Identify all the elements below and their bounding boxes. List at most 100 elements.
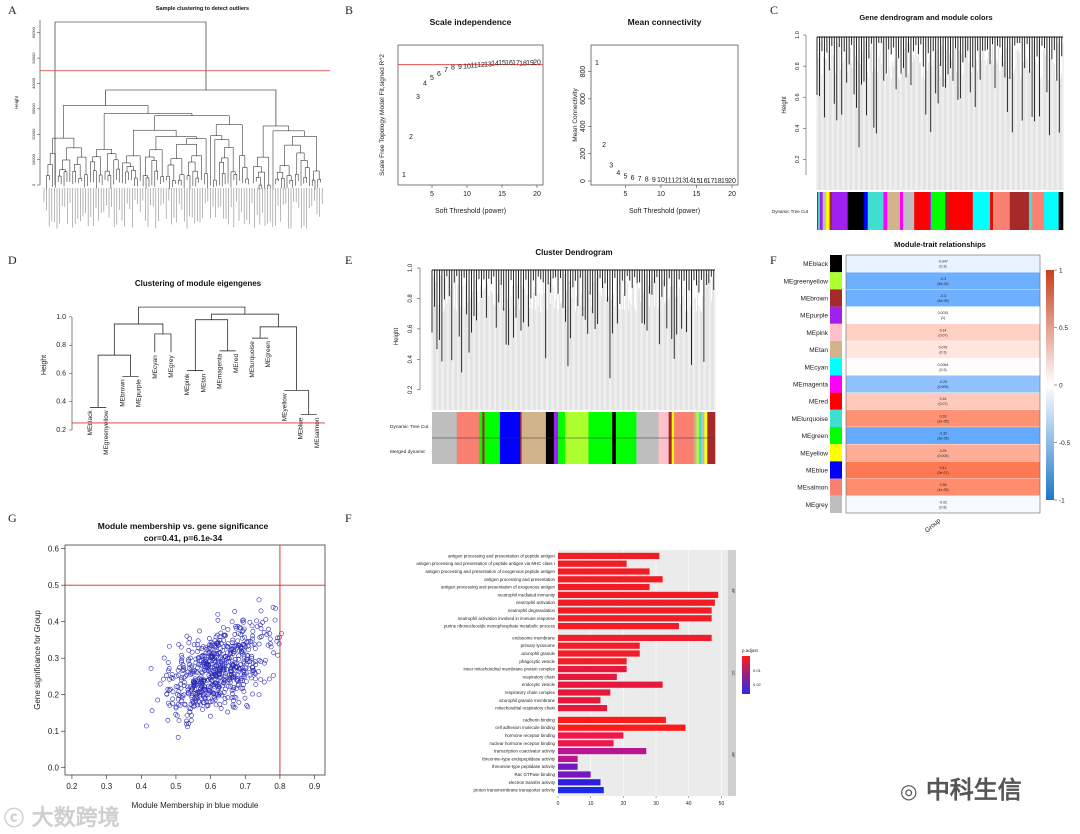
dendro-branch [258, 171, 265, 190]
dendro-branch [160, 176, 164, 184]
term-label: azurophil granule [521, 651, 555, 656]
x-tick-label: 50 [719, 801, 725, 807]
dendro-branch [211, 313, 279, 327]
module-color-segment [484, 412, 501, 438]
data-point [175, 667, 181, 673]
y-tick-label: 0.6 [48, 545, 60, 554]
data-point [218, 659, 224, 665]
data-point [217, 684, 222, 690]
data-point [242, 674, 248, 680]
y-tick-label: 0.4 [56, 399, 66, 406]
data-point [263, 617, 269, 623]
dendro-branch [186, 175, 191, 190]
data-point [186, 658, 191, 664]
dendro-branch [105, 89, 277, 126]
data-point-label: 1 [595, 60, 599, 67]
module-color-segment [479, 412, 483, 438]
data-point [181, 675, 187, 680]
data-point [216, 650, 222, 655]
data-point [188, 672, 194, 678]
data-point [244, 652, 250, 658]
data-point [212, 651, 218, 657]
data-point-label: 3 [609, 163, 613, 170]
panel-letter: F [345, 511, 352, 525]
panel-letter: A [8, 3, 17, 17]
data-point-label: 16 [700, 178, 708, 185]
data-point [266, 626, 271, 632]
module-color-segment [822, 192, 827, 230]
y-tick-label: 0.4 [795, 125, 801, 133]
data-point [228, 679, 234, 685]
term-label: neutrophil degranulation [508, 608, 556, 613]
dendro-branch [125, 171, 129, 184]
module-color-segment [1010, 192, 1030, 230]
dendro-branch [154, 333, 172, 353]
y-tick-label: 0 [31, 183, 36, 186]
data-point-label: 17 [512, 60, 520, 67]
term-label: endocytic vesicle [522, 682, 556, 687]
data-point [231, 674, 237, 680]
data-point [231, 684, 236, 690]
module-color-segment [693, 412, 697, 438]
y-tick-label: 800 [580, 66, 587, 78]
data-point [207, 699, 213, 705]
data-point [209, 654, 215, 659]
term-label: respiratory chain [523, 674, 556, 679]
term-label: hormone receptor binding [505, 733, 556, 738]
data-point [235, 631, 241, 636]
heatmap-cell [845, 461, 1041, 479]
module-color-segment [499, 412, 521, 438]
data-point [271, 650, 276, 656]
module-color-swatch [830, 255, 842, 273]
module-color-segment [564, 438, 589, 464]
module-color-swatch [830, 409, 842, 427]
module-color-segment [658, 438, 669, 464]
bar [558, 697, 601, 704]
data-point [179, 652, 184, 658]
module-color-segment [993, 192, 995, 230]
data-point [208, 655, 214, 660]
dendro-branch [303, 177, 307, 184]
term-label: phagocytic vesicle [519, 659, 555, 664]
module-color-segment [612, 438, 617, 464]
dendro-branch [279, 165, 290, 176]
data-point [218, 706, 224, 711]
dendro-branch [221, 173, 226, 187]
module-color-segment [948, 192, 974, 230]
bar [558, 732, 624, 739]
x-tick-label: 5 [623, 191, 627, 198]
data-point [212, 695, 217, 701]
cell-pvalue: (5e-09) [937, 282, 948, 286]
term-label: neutrophil activation involved in immune… [458, 616, 556, 621]
bar [558, 623, 679, 630]
dendro-branch [219, 162, 224, 186]
data-point [169, 701, 175, 706]
data-point [240, 629, 246, 634]
module-color-segment [994, 192, 1011, 230]
dendro-branch [107, 175, 112, 189]
x-tick-label: 0.9 [309, 782, 321, 791]
data-point [149, 708, 155, 714]
cell-pvalue: (1e-05) [937, 488, 948, 492]
module-color-segment [612, 412, 617, 438]
y-tick-label: 0.6 [795, 93, 801, 101]
data-point [175, 684, 181, 690]
dendro-branch [239, 155, 246, 181]
data-point [205, 703, 211, 709]
bar [558, 584, 650, 591]
data-point-label: 16 [505, 60, 513, 67]
row-label: MEtan [809, 347, 828, 354]
data-point-label: 6 [631, 175, 635, 182]
data-point [249, 653, 254, 659]
y-tick-label: 0.4 [408, 355, 414, 364]
heatmap-frame [845, 254, 1041, 514]
data-point [231, 663, 236, 669]
dendro-branch [275, 178, 279, 185]
cell-value: -0.02 [939, 500, 947, 504]
data-point [225, 709, 231, 715]
data-point [241, 619, 246, 625]
dendro-branch [233, 173, 238, 186]
leaf-label: MEpurple [136, 379, 143, 407]
data-point [212, 680, 218, 686]
